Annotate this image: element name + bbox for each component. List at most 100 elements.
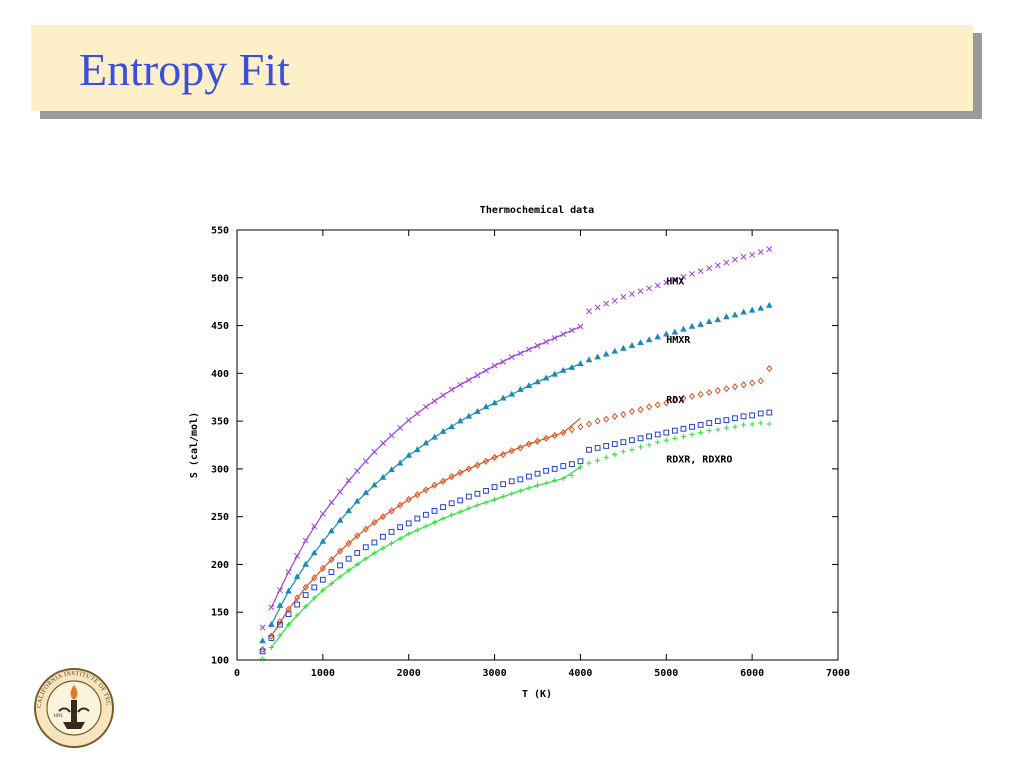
data-point-rdxro <box>534 482 541 488</box>
data-point-rdx <box>439 477 447 485</box>
data-point-hmxr <box>766 301 773 308</box>
data-point-rdx <box>388 507 395 515</box>
data-point-hmx <box>268 604 275 611</box>
data-point-rdxr <box>371 539 378 546</box>
data-point-rdxro <box>303 603 309 610</box>
data-point-hmxr <box>508 390 516 397</box>
data-point-hmx <box>706 265 713 272</box>
data-point-rdx <box>474 461 481 469</box>
data-point-rdx <box>714 386 721 395</box>
data-point-rdxr <box>560 463 567 469</box>
data-point-rdxr <box>337 562 343 569</box>
data-point-hmx <box>422 403 429 410</box>
x-tick-label: 7000 <box>826 668 850 679</box>
data-point-hmx <box>354 467 361 474</box>
data-point-rdx <box>620 410 627 418</box>
data-point-rdx <box>397 501 404 509</box>
data-point-rdxro <box>698 429 704 436</box>
data-point-rdxr <box>740 413 747 420</box>
data-point-rdx <box>543 434 550 442</box>
data-point-rdxr <box>629 437 635 444</box>
data-point-rdx <box>534 437 541 445</box>
data-point-rdxr <box>757 410 764 417</box>
data-point-rdxr <box>732 415 738 422</box>
data-point-rdxr <box>354 550 361 556</box>
data-point-rdxro <box>620 449 626 455</box>
data-point-rdx <box>276 618 283 626</box>
data-point-hmxr <box>637 339 644 346</box>
data-point-rdxro <box>277 632 283 638</box>
x-tick-label: 1000 <box>311 668 335 679</box>
data-point-hmxr <box>336 516 344 523</box>
x-axis-label: T (K) <box>522 689 552 700</box>
data-point-rdxro <box>311 595 317 601</box>
data-point-rdxro <box>474 502 480 508</box>
data-point-rdxr <box>319 576 326 583</box>
data-point-rdx <box>568 426 575 434</box>
fit-line-rdxro <box>270 466 581 648</box>
series-label-rdxr: RDXR, RDXRO <box>666 454 732 465</box>
data-point-rdxro <box>337 574 343 580</box>
data-point-hmx <box>646 285 653 292</box>
x-tick-label: 4000 <box>568 668 592 679</box>
data-point-hmxr <box>740 308 747 315</box>
data-point-rdxro <box>629 447 635 453</box>
data-point-rdxro <box>354 561 360 568</box>
data-point-rdxro <box>268 644 274 651</box>
data-point-rdxro <box>560 475 566 482</box>
data-point-hmxr <box>757 304 765 311</box>
data-point-hmxr <box>534 378 541 385</box>
data-point-rdx <box>654 401 661 409</box>
data-point-hmxr <box>628 342 636 348</box>
data-point-hmx <box>483 367 489 374</box>
data-point-rdx <box>457 469 464 477</box>
data-point-rdxro <box>491 496 498 503</box>
data-point-hmxr <box>276 601 284 608</box>
data-point-rdxro <box>663 437 669 443</box>
data-point-hmxr <box>568 363 576 370</box>
data-point-rdxr <box>448 500 455 507</box>
data-point-rdxro <box>431 519 438 525</box>
data-point-rdxro <box>586 460 592 466</box>
data-point-hmx <box>345 477 352 484</box>
data-point-hmxr <box>388 466 395 473</box>
data-point-hmx <box>337 488 343 495</box>
y-tick-label: 350 <box>211 417 229 428</box>
data-point-hmxr <box>345 507 352 514</box>
data-point-rdxro <box>552 477 558 483</box>
data-point-rdxr <box>483 487 489 494</box>
data-point-hmx <box>285 569 292 576</box>
data-point-hmxr <box>688 322 696 329</box>
data-point-rdx <box>448 472 455 481</box>
data-point-rdxr <box>457 497 464 504</box>
data-point-hmxr <box>731 311 739 318</box>
x-tick-label: 6000 <box>740 668 764 679</box>
data-point-hmxr <box>302 560 309 567</box>
data-point-hmx <box>723 259 730 266</box>
data-point-hmx <box>714 262 721 269</box>
fit-line-hmxr <box>270 363 581 625</box>
data-point-rdx <box>311 574 318 582</box>
data-point-hmxr <box>723 313 730 320</box>
data-point-hmxr <box>559 366 567 373</box>
data-point-rdxro <box>595 457 601 463</box>
data-point-hmx <box>276 587 283 594</box>
data-point-hmxr <box>310 549 318 556</box>
data-point-rdxr <box>474 490 481 497</box>
page-title: Entropy Fit <box>79 44 290 95</box>
data-point-rdxr <box>671 427 678 434</box>
data-point-hmx <box>766 246 773 253</box>
data-point-rdxr <box>508 478 515 485</box>
data-point-hmxr <box>662 330 670 337</box>
data-point-rdxro <box>259 656 266 662</box>
data-point-rdx <box>740 381 747 389</box>
data-point-rdx <box>688 392 696 400</box>
series-label-hmx: HMX <box>666 277 684 288</box>
data-point-hmx <box>465 377 472 383</box>
data-point-rdx <box>345 539 352 547</box>
data-point-hmxr <box>328 527 335 534</box>
y-tick-label: 300 <box>211 464 229 475</box>
data-point-hmx <box>431 398 438 404</box>
data-point-hmx <box>380 440 386 447</box>
data-point-rdx <box>671 396 678 404</box>
